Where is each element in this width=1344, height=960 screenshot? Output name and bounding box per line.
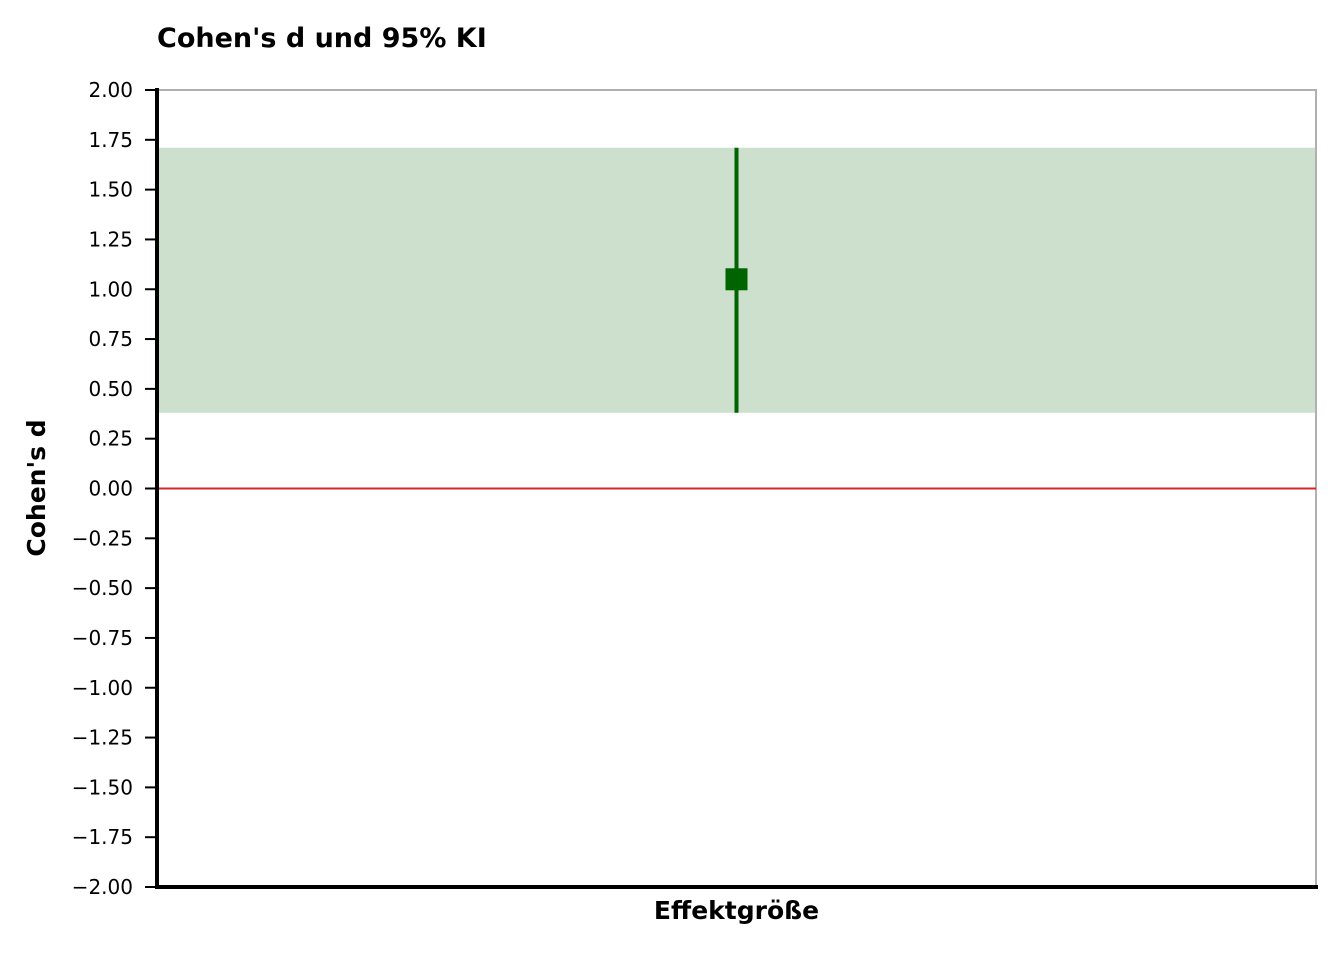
y-axis-label: Cohen's d [22, 419, 51, 556]
x-axis-label: Effektgröße [654, 896, 819, 925]
y-tick-label: −0.75 [72, 626, 133, 650]
y-tick-label: 2.00 [88, 78, 133, 102]
y-tick-label: 0.75 [88, 327, 133, 351]
y-tick-label: 1.50 [88, 178, 133, 202]
y-tick-label: −1.75 [72, 825, 133, 849]
y-tick-label: 0.00 [88, 477, 133, 501]
y-tick-label: 1.75 [88, 128, 133, 152]
y-tick-label: −1.50 [72, 775, 133, 799]
y-tick-label: 0.25 [88, 427, 133, 451]
y-tick-label: −0.50 [72, 576, 133, 600]
y-tick-label: −1.00 [72, 676, 133, 700]
y-tick-label: −2.00 [72, 875, 133, 899]
y-tick-label: −1.25 [72, 726, 133, 750]
plot-area [156, 89, 1317, 888]
y-axis-ticks: −2.00 −1.75 −1.50 −1.25 −1.00 −0.75 −0.50 −0.25… [72, 78, 157, 899]
y-tick-label: 0.50 [88, 377, 133, 401]
y-tick-label: 1.25 [88, 227, 133, 251]
y-tick-label: −0.25 [72, 526, 133, 550]
y-tick-label: 1.00 [88, 277, 133, 301]
effect-size-point [725, 268, 748, 291]
chart-title: Cohen's d und 95% KI [157, 23, 487, 54]
